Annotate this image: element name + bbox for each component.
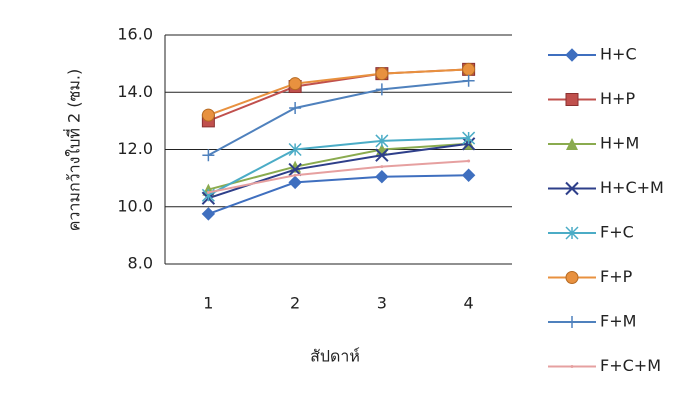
marker (375, 83, 388, 96)
legend-label: F+M (600, 312, 636, 331)
marker (375, 67, 389, 81)
legend-label: H+C+M (600, 178, 664, 197)
marker (566, 316, 578, 328)
marker (289, 101, 302, 114)
marker (461, 168, 476, 182)
marker (565, 271, 579, 284)
y-axis-label: ความกว้างใบที่ 2 (ซม.) (63, 69, 84, 232)
x-tick-label: 2 (290, 294, 300, 313)
series-line (207, 137, 469, 197)
legend-label: H+M (600, 134, 639, 153)
marker (201, 207, 216, 221)
marker (201, 108, 215, 122)
x-tick-label: 1 (203, 294, 213, 313)
marker (375, 169, 389, 184)
legend-label: F+C (600, 223, 634, 242)
marker (565, 226, 579, 240)
marker (462, 62, 476, 76)
legend-label: H+P (600, 89, 635, 108)
series-line (208, 142, 469, 191)
marker (566, 138, 578, 150)
x-axis-label: สัปดาห์ (310, 347, 360, 366)
series-line (208, 68, 469, 122)
y-tick-label: 16.0 (117, 25, 153, 44)
legend-label: H+C (600, 45, 637, 64)
y-tick-label: 10.0 (117, 196, 153, 215)
series-line (208, 174, 469, 215)
marker (293, 173, 297, 177)
legend-label: F+C+M (600, 356, 661, 375)
marker (288, 162, 302, 177)
marker (565, 181, 579, 196)
legend-label: F+P (600, 267, 633, 286)
x-tick-label: 3 (377, 294, 387, 313)
marker (462, 74, 475, 87)
marker (380, 165, 384, 169)
marker (570, 365, 574, 368)
series-line (208, 159, 469, 194)
marker (288, 175, 302, 190)
series-line (208, 68, 469, 117)
marker (565, 93, 579, 106)
series-line (207, 79, 469, 157)
marker (375, 134, 389, 148)
x-tick-label: 4 (464, 294, 474, 313)
marker (206, 190, 210, 194)
marker (288, 77, 302, 91)
marker (375, 148, 389, 162)
marker (565, 48, 579, 62)
marker (288, 142, 302, 157)
y-tick-label: 12.0 (117, 139, 153, 158)
y-tick-label: 14.0 (117, 82, 153, 101)
marker (467, 159, 471, 163)
marker (462, 131, 476, 145)
y-tick-label: 8.0 (128, 254, 153, 273)
marker (202, 149, 215, 162)
